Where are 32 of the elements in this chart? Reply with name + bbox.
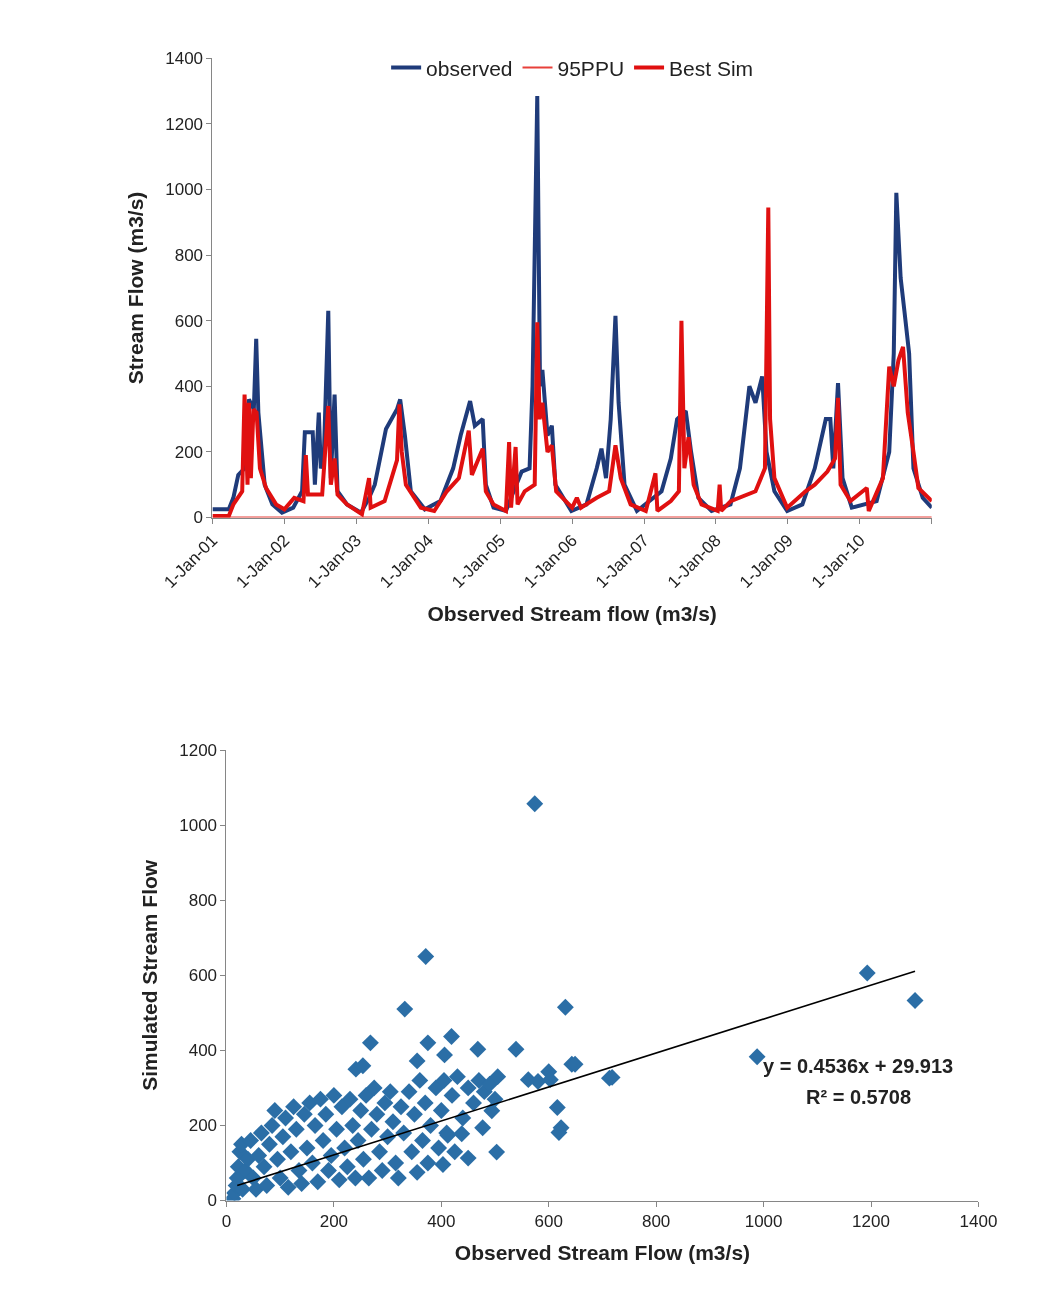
y-axis-title: Stream Flow (m3/s) bbox=[124, 191, 148, 385]
legend-label: Best Sim bbox=[669, 56, 754, 80]
y-tick-label: 1000 bbox=[179, 816, 218, 836]
y-tick-label: 200 bbox=[174, 442, 204, 462]
y-tick-label: 200 bbox=[188, 1116, 218, 1136]
x-tick-label: 0 bbox=[221, 1211, 232, 1231]
y-tick-label: 400 bbox=[174, 377, 204, 397]
y-tick-label: 1400 bbox=[165, 49, 204, 69]
legend-label: 95PPU bbox=[557, 56, 625, 80]
y-axis-title: Simulated Stream Flow bbox=[138, 859, 162, 1091]
y-tick-label: 400 bbox=[188, 1041, 218, 1061]
annotation: R² = 0.5708 bbox=[806, 1086, 912, 1108]
y-tick-label: 600 bbox=[174, 311, 204, 331]
x-tick-label: 1000 bbox=[744, 1211, 783, 1231]
y-tick-label: 800 bbox=[188, 891, 218, 911]
y-tick-label: 1200 bbox=[165, 114, 204, 134]
x-tick-label: 1400 bbox=[959, 1211, 998, 1231]
x-tick-label: 800 bbox=[641, 1211, 671, 1231]
x-tick-label: 1200 bbox=[852, 1211, 890, 1231]
x-tick-label: 200 bbox=[319, 1211, 349, 1231]
annotation: y = 0.4536x + 29.913 bbox=[763, 1055, 954, 1077]
y-tick-label: 0 bbox=[193, 508, 204, 528]
y-tick-label: 1200 bbox=[179, 741, 218, 761]
y-tick-label: 0 bbox=[207, 1191, 218, 1211]
y-tick-label: 1000 bbox=[165, 180, 204, 200]
x-tick-label: 600 bbox=[534, 1211, 563, 1231]
y-tick-label: 800 bbox=[174, 246, 204, 266]
y-tick-label: 600 bbox=[188, 966, 218, 986]
legend-label: observed bbox=[426, 56, 513, 80]
x-axis-title: Observed Stream flow (m3/s) bbox=[427, 601, 717, 625]
x-axis-title: Observed Stream Flow (m3/s) bbox=[454, 1241, 751, 1265]
x-tick-label: 400 bbox=[427, 1211, 456, 1231]
